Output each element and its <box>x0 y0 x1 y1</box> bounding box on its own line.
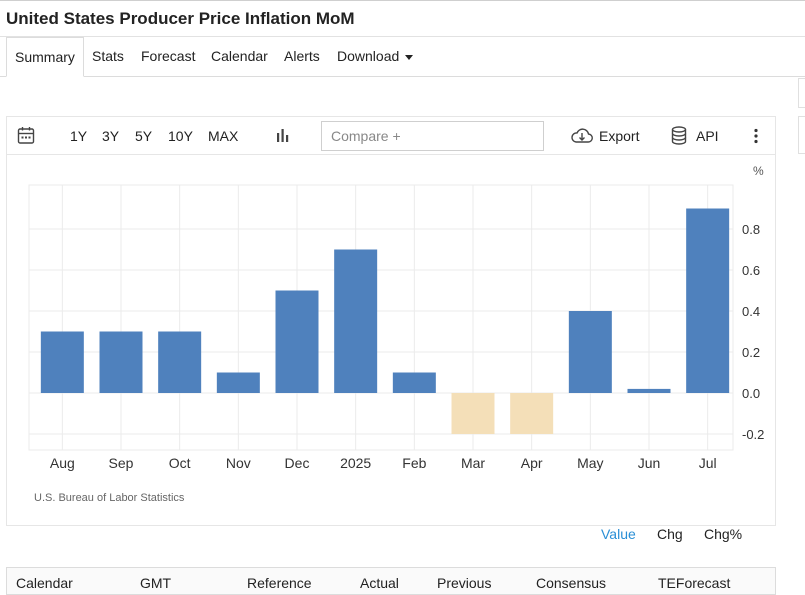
bar <box>451 393 495 434</box>
chart-panel: 1Y 3Y 5Y 10Y MAX Export <box>6 116 776 542</box>
x-tick-label: Jul <box>699 455 717 471</box>
y-tick-label: 0.0 <box>742 386 760 401</box>
chevron-down-icon <box>405 54 414 60</box>
api-button[interactable]: API <box>670 117 719 155</box>
plot-frame <box>28 184 734 451</box>
range-max-button[interactable]: MAX <box>208 128 239 144</box>
chart-toolbar: 1Y 3Y 5Y 10Y MAX Export <box>7 117 775 155</box>
y-tick-label: -0.2 <box>742 427 764 442</box>
bar <box>99 331 143 393</box>
y-tick-label: 0.6 <box>742 263 760 278</box>
x-tick-label: Oct <box>169 455 191 471</box>
y-tick-label: 0.8 <box>742 222 760 237</box>
x-tick-label: Sep <box>109 455 134 471</box>
export-button[interactable]: Export <box>570 117 639 155</box>
mode-chg-button[interactable]: Chg <box>657 526 683 542</box>
col-calendar: Calendar <box>16 575 73 591</box>
col-gmt: GMT <box>140 575 172 591</box>
x-tick-label: Aug <box>50 455 75 471</box>
x-tick-label: Feb <box>402 455 426 471</box>
y-tick-label: 0.4 <box>742 304 760 319</box>
range-10y-button[interactable]: 10Y <box>168 128 193 144</box>
y-tick-label: 0.2 <box>742 345 760 360</box>
range-3y-button[interactable]: 3Y <box>102 128 120 144</box>
side-panel-edge-2 <box>798 116 805 154</box>
x-tick-label: 2025 <box>340 455 371 471</box>
title-bar: United States Producer Price Inflation M… <box>0 0 805 37</box>
source-label: U.S. Bureau of Labor Statistics <box>34 492 185 504</box>
col-consensus: Consensus <box>536 575 607 591</box>
tab-forecast[interactable]: Forecast <box>141 48 196 64</box>
side-panel-edge <box>798 78 805 108</box>
col-reference: Reference <box>247 575 312 591</box>
y-unit-label: % <box>753 164 764 178</box>
col-teforecast: TEForecast <box>658 575 731 591</box>
x-tick-label: Dec <box>285 455 310 471</box>
bar <box>40 331 84 393</box>
bar <box>510 393 554 434</box>
more-options-icon[interactable] <box>751 117 761 155</box>
x-tick-label: Mar <box>461 455 485 471</box>
calendar-table-header: Calendar GMT Reference Actual Previous C… <box>6 567 776 595</box>
bar-chart-icon[interactable] <box>275 117 291 155</box>
bar <box>158 331 202 393</box>
bar <box>686 208 730 393</box>
x-tick-label: Nov <box>226 455 251 471</box>
bar <box>275 290 319 393</box>
mode-chg-pct-button[interactable]: Chg% <box>704 526 743 542</box>
calendar-icon[interactable] <box>17 117 35 155</box>
tab-summary[interactable]: Summary <box>6 37 84 77</box>
x-tick-label: Jun <box>638 455 661 471</box>
database-icon <box>671 126 687 145</box>
x-tick-label: May <box>577 455 603 471</box>
cloud-download-icon <box>571 128 593 143</box>
bar <box>568 311 612 393</box>
tab-download[interactable]: Download <box>337 37 414 77</box>
bar <box>627 388 671 393</box>
tab-stats[interactable]: Stats <box>92 48 124 64</box>
range-1y-button[interactable]: 1Y <box>70 128 88 144</box>
tab-bar: Summary Stats Forecast Calendar Alerts D… <box>0 37 805 77</box>
bar <box>216 372 260 393</box>
api-label: API <box>696 128 719 144</box>
tab-alerts[interactable]: Alerts <box>284 48 320 64</box>
mode-value-button[interactable]: Value <box>601 526 636 542</box>
page-title: United States Producer Price Inflation M… <box>6 9 355 28</box>
bar-chart: 0.8 0.6 0.4 0.2 0.0 -0.2% Aug Sep Oct Nov Dec 2025 F… <box>28 164 764 504</box>
col-previous: Previous <box>437 575 492 591</box>
col-actual: Actual <box>360 575 399 591</box>
tab-download-label: Download <box>337 48 400 64</box>
range-5y-button[interactable]: 5Y <box>135 128 153 144</box>
bar <box>334 249 378 393</box>
tab-calendar[interactable]: Calendar <box>211 48 268 64</box>
chart-area: 0.8 0.6 0.4 0.2 0.0 -0.2% Aug Sep Oct Nov Dec 2025 F… <box>7 155 775 542</box>
compare-input[interactable] <box>321 121 544 151</box>
export-label: Export <box>599 128 640 144</box>
x-tick-label: Apr <box>521 455 543 471</box>
bar <box>392 372 436 393</box>
